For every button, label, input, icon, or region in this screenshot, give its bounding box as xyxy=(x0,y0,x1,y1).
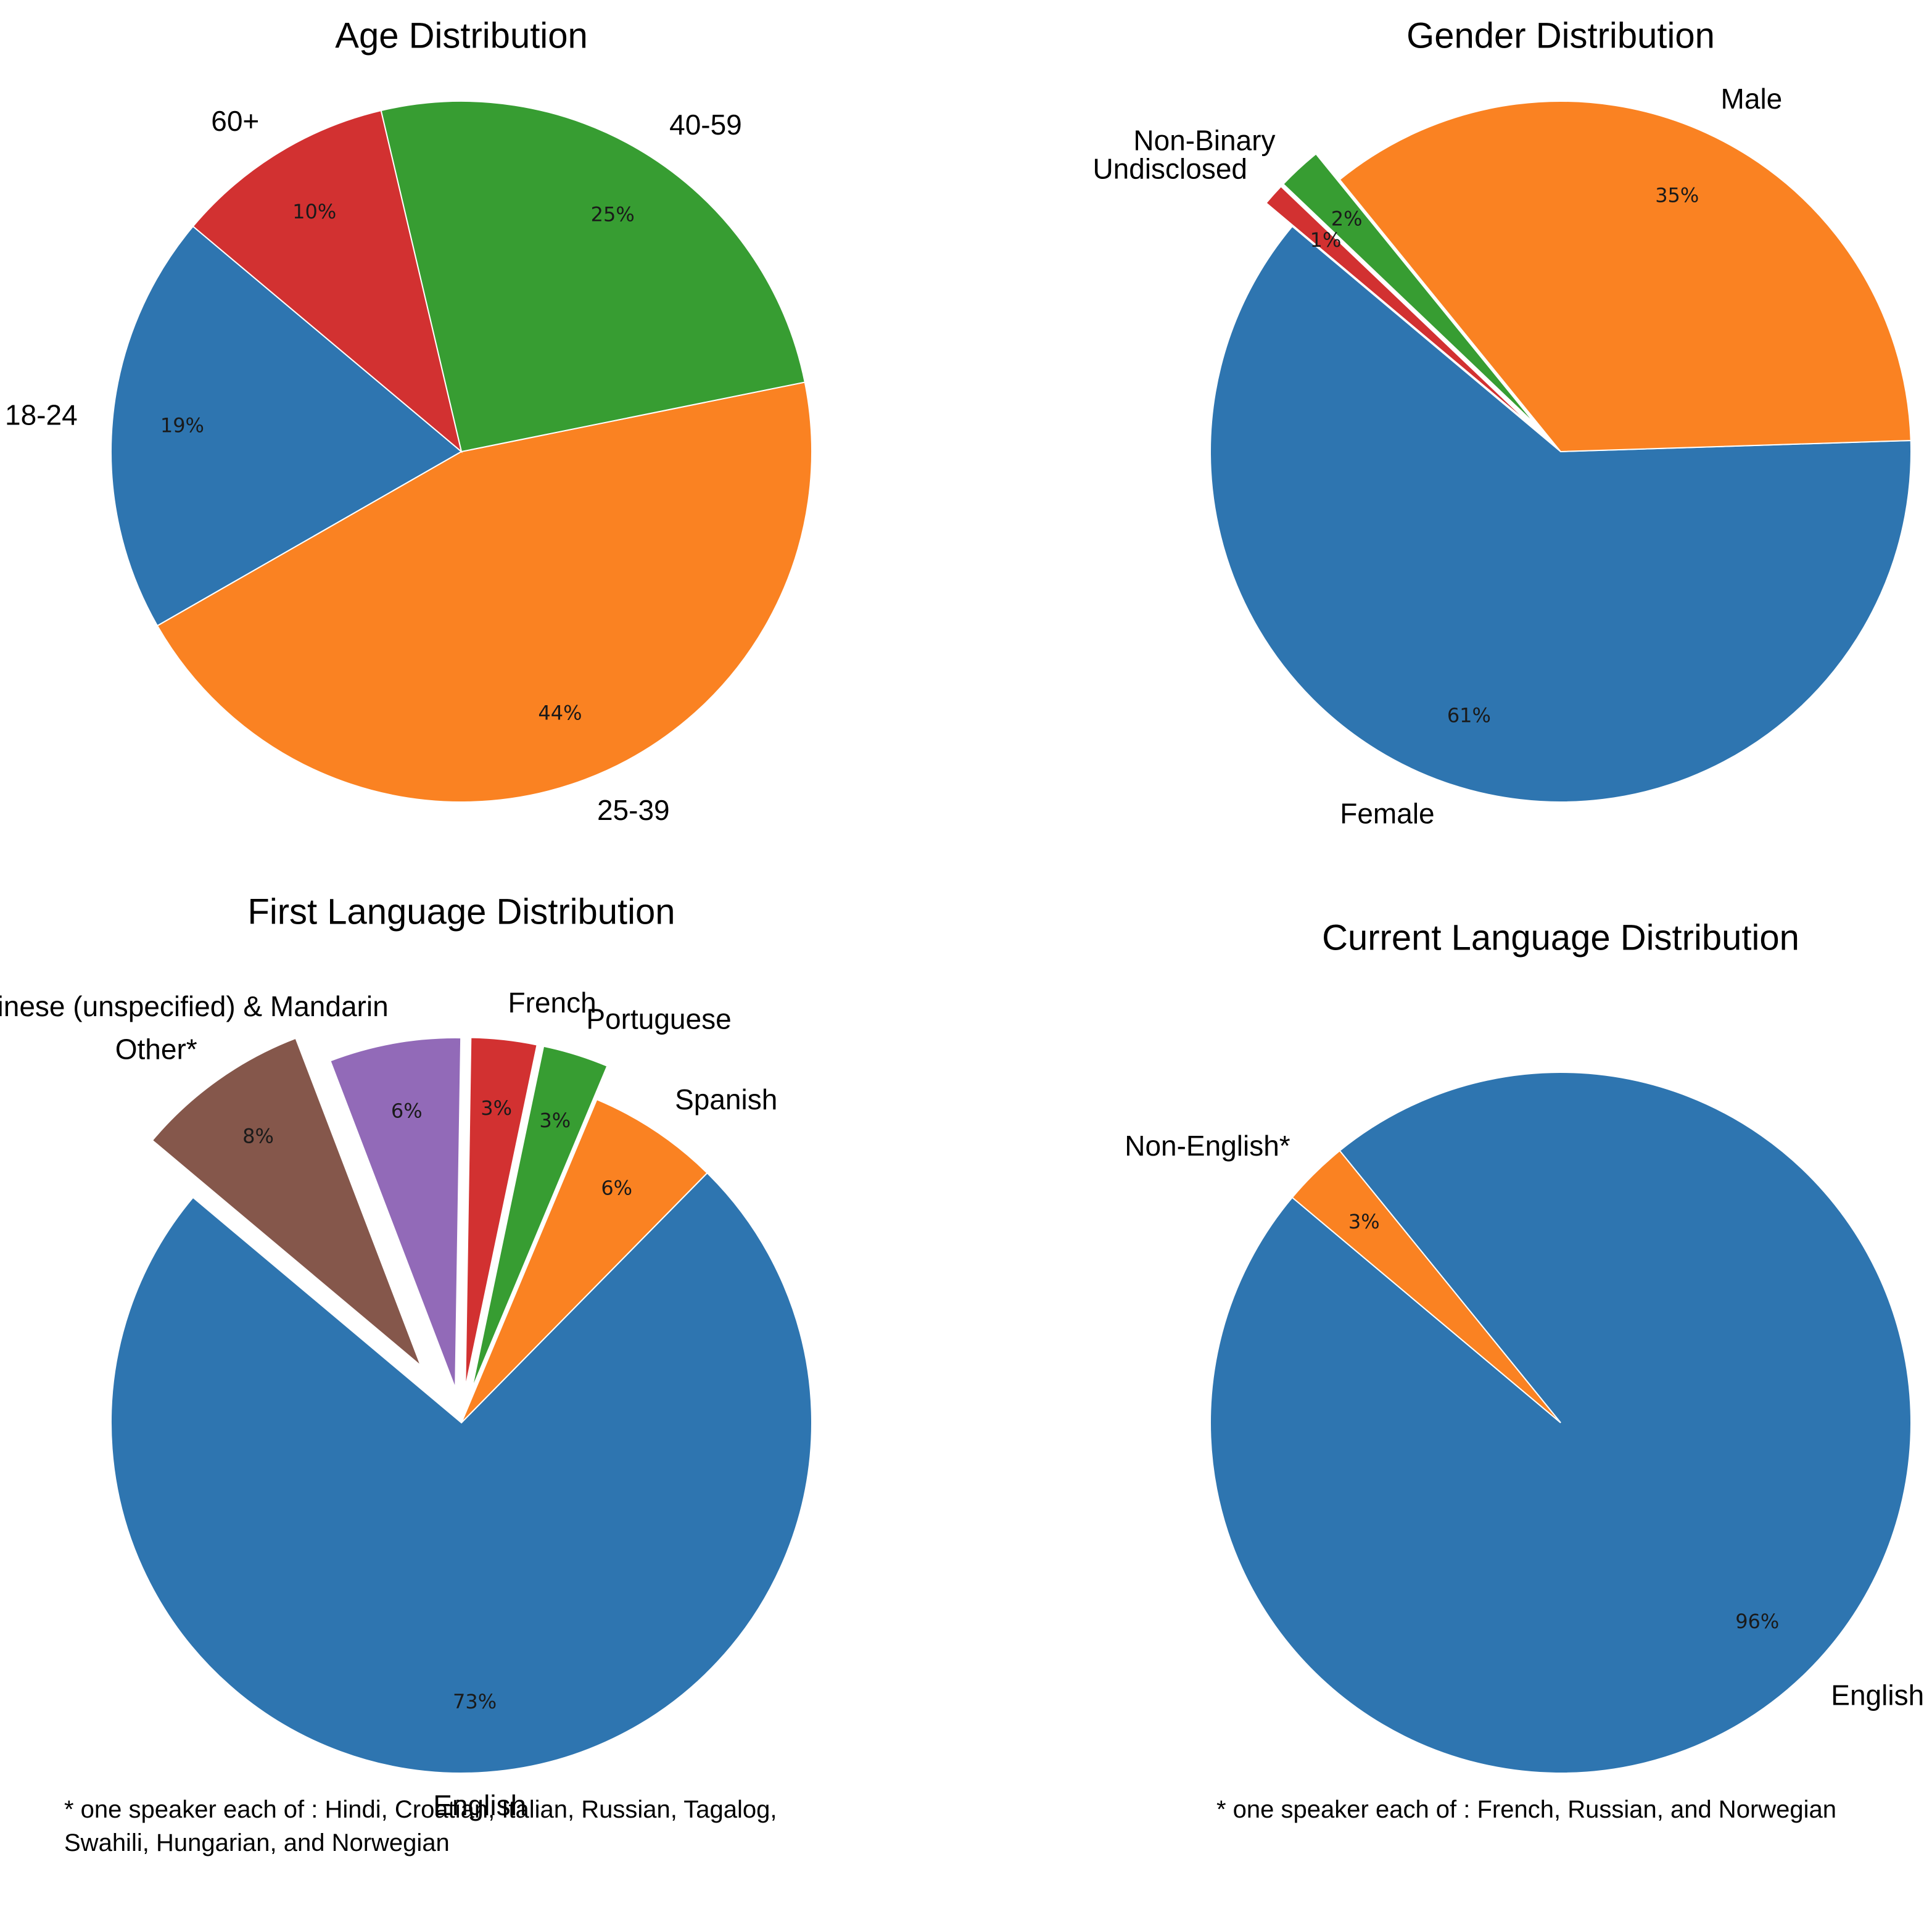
age-distribution-slice-18-24 xyxy=(110,225,463,627)
gender-distribution-pct-undisclosed: 1% xyxy=(1310,228,1342,252)
current-language-distribution-label-non-english: Non-English* xyxy=(1125,1130,1290,1162)
first-language-distribution-pct-chinese-unspecified-mandarin: 6% xyxy=(391,1099,423,1123)
first-language-distribution-label-chinese-unspecified-mandarin: Chinese (unspecified) & Mandarin xyxy=(0,990,389,1022)
first-language-distribution-pct-other: 8% xyxy=(242,1124,274,1148)
age-distribution-label-40-59: 40-59 xyxy=(669,109,742,141)
gender-distribution-slice-male xyxy=(1339,101,1912,453)
first-language-distribution-slice-portuguese xyxy=(471,1045,608,1390)
gender-distribution-pct-female: 61% xyxy=(1447,703,1491,727)
age-distribution-pct-25-39: 44% xyxy=(538,701,582,724)
first-language-footnote: * one speaker each of : Hindi, Croatian,… xyxy=(64,1796,777,1856)
first-language-distribution-pct-french: 3% xyxy=(481,1096,512,1120)
current-language-distribution-pct-non-english: 3% xyxy=(1348,1210,1380,1233)
gender-distribution-slice-non-binary xyxy=(1282,153,1538,426)
gender-distribution-label-female: Female xyxy=(1340,798,1434,830)
age-distribution-label-25-39: 25-39 xyxy=(597,794,670,826)
first-language-distribution-label-english: English xyxy=(433,1789,526,1821)
gender-distribution-label-undisclosed: Undisclosed xyxy=(1092,153,1247,185)
age-distribution-title: Age Distribution xyxy=(335,15,587,56)
age-distribution-pct-40-59: 25% xyxy=(591,202,635,226)
age-distribution-pct-60: 10% xyxy=(292,200,336,223)
first-language-distribution-pct-spanish: 6% xyxy=(601,1177,632,1200)
current-language-distribution-pct-english: 96% xyxy=(1735,1610,1779,1633)
first-language-distribution-label-other: Other* xyxy=(115,1033,197,1066)
first-language-distribution-slice-other xyxy=(151,1037,423,1368)
gender-distribution-slice-undisclosed xyxy=(1265,185,1535,429)
gender-distribution-pct-non-binary: 2% xyxy=(1331,207,1363,230)
gender-distribution-pct-male: 35% xyxy=(1655,184,1699,207)
first-language-distribution-title: First Language Distribution xyxy=(247,892,675,932)
first-language-distribution-slice-spanish xyxy=(461,1098,708,1423)
first-language-distribution-label-spanish: Spanish xyxy=(675,1083,777,1115)
current-language-footnote: * one speaker each of : French, Russian,… xyxy=(1216,1796,1837,1823)
first-language-distribution-slice-french xyxy=(464,1037,538,1388)
age-distribution-slice-60 xyxy=(192,109,463,453)
current-language-distribution-title: Current Language Distribution xyxy=(1322,917,1799,958)
gender-distribution-label-male: Male xyxy=(1721,83,1783,115)
gender-distribution-title: Gender Distribution xyxy=(1406,15,1715,56)
age-distribution-slice-40-59 xyxy=(380,101,806,453)
first-language-distribution-pct-english: 73% xyxy=(453,1690,497,1713)
age-distribution-label-18-24: 18-24 xyxy=(5,399,78,431)
first-language-distribution-slice-chinese-unspecified-mandarin xyxy=(329,1037,462,1389)
age-distribution-pct-18-24: 19% xyxy=(160,414,204,437)
first-language-distribution-slice-english xyxy=(110,1172,812,1774)
first-language-distribution-label-french: French xyxy=(508,987,597,1019)
age-distribution-slice-25-39 xyxy=(156,381,812,803)
first-language-distribution-pct-portuguese: 3% xyxy=(539,1109,571,1132)
age-distribution-label-60: 60+ xyxy=(211,105,259,137)
gender-distribution-slice-female xyxy=(1209,225,1912,803)
current-language-distribution-label-english: English xyxy=(1831,1679,1924,1711)
first-language-distribution-label-portuguese: Portuguese xyxy=(586,1003,731,1035)
current-language-distribution-slice-non-english xyxy=(1291,1149,1561,1423)
gender-distribution-label-non-binary: Non-Binary xyxy=(1133,124,1275,156)
